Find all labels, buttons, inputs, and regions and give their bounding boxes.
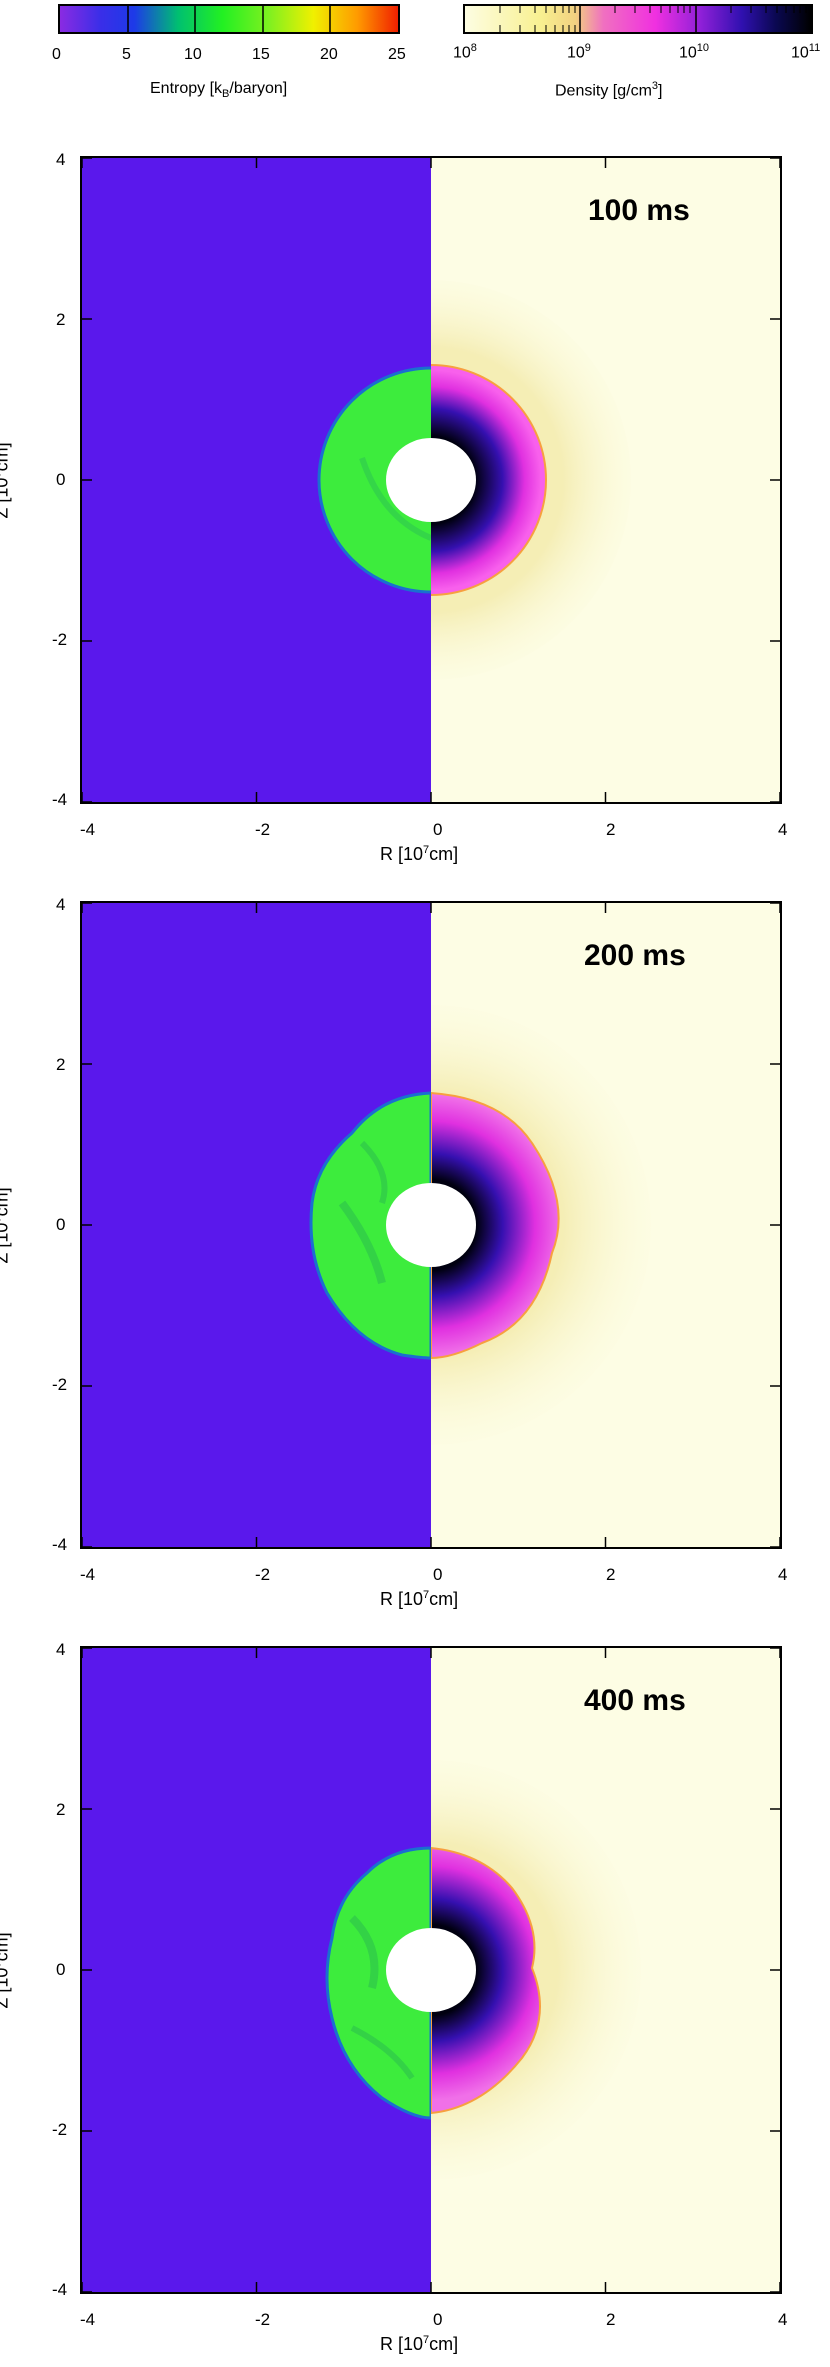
y-tick-label: 0 — [56, 1215, 66, 1234]
y-axis-title: Z [107cm] — [0, 1932, 12, 2008]
density-gradient — [463, 4, 813, 34]
x-tick-label: 4 — [778, 820, 788, 839]
plot-area — [80, 901, 782, 1549]
entropy-tick: 5 — [122, 46, 131, 63]
plot-area — [80, 1646, 782, 2294]
y-tick-label: -4 — [52, 1535, 68, 1554]
shock-structure — [317, 280, 631, 680]
density-tick: 108 — [453, 42, 477, 62]
time-label: 100 ms — [588, 194, 690, 227]
y-tick-label: -2 — [52, 1375, 68, 1394]
x-tick-label: 0 — [433, 1565, 443, 1584]
x-tick-label: 0 — [433, 820, 443, 839]
y-tick-label: 4 — [56, 895, 66, 914]
time-label: 400 ms — [584, 1684, 686, 1717]
y-tick-label: 4 — [56, 150, 66, 169]
x-tick-label: 4 — [778, 1565, 788, 1584]
entropy-colorbar-label: Entropy [kB/baryon] — [150, 80, 288, 101]
x-tick-label: -2 — [255, 2310, 271, 2329]
x-tick-label: 2 — [606, 2310, 616, 2329]
x-tick-label: -4 — [80, 820, 96, 839]
axis-ticks — [82, 1648, 780, 2292]
simulation-panel-200ms: 200 ms 4 2 0 -2 -4 -4 -2 0 2 4 R [107cm]… — [0, 895, 830, 1625]
x-tick-label: 4 — [778, 2310, 788, 2329]
density-colorbar-label: Density [g/cm3] — [555, 80, 663, 100]
density-tick: 1010 — [679, 42, 710, 62]
y-tick-label: 0 — [56, 470, 66, 489]
x-tick-label: -4 — [80, 1565, 96, 1584]
x-tick-label: -2 — [255, 820, 271, 839]
y-axis-title: Z [107cm] — [0, 442, 12, 518]
plot-area — [80, 156, 782, 804]
y-tick-label: 2 — [56, 1800, 66, 1819]
x-tick-label: -4 — [80, 2310, 96, 2329]
axis-ticks — [82, 158, 780, 802]
y-tick-label: -4 — [52, 2280, 68, 2299]
density-colorbar: 108 109 1010 1011 Density [g/cm3] — [453, 4, 830, 104]
entropy-tick: 25 — [388, 46, 406, 63]
entropy-tick: 15 — [252, 46, 270, 63]
x-axis-title: R [107cm] — [380, 2334, 459, 2354]
simulation-panel-100ms: 100 ms 4 2 0 -2 -4 -4 -2 0 2 4 R [107cm]… — [0, 150, 830, 880]
y-tick-label: -4 — [52, 790, 68, 809]
y-tick-label: 0 — [56, 1960, 66, 1979]
density-tick: 1011 — [791, 42, 821, 62]
y-tick-label: -2 — [52, 630, 68, 649]
shock-structure — [309, 1005, 651, 1445]
y-tick-label: 2 — [56, 310, 66, 329]
y-tick-label: 2 — [56, 1055, 66, 1074]
shock-structure — [325, 1760, 641, 2180]
y-axis-title: Z [107cm] — [0, 1187, 12, 1263]
entropy-gradient — [58, 4, 400, 34]
x-tick-label: 0 — [433, 2310, 443, 2329]
y-tick-label: 4 — [56, 1640, 66, 1659]
entropy-tick: 20 — [320, 46, 338, 63]
x-tick-label: -2 — [255, 1565, 271, 1584]
entropy-colorbar: 0 5 10 15 20 25 Entropy [kB/baryon] — [52, 4, 408, 104]
x-tick-label: 2 — [606, 820, 616, 839]
axis-ticks — [82, 903, 780, 1547]
entropy-tick: 10 — [184, 46, 202, 63]
time-label: 200 ms — [584, 939, 686, 972]
simulation-panel-400ms: 400 ms 4 2 0 -2 -4 -4 -2 0 2 4 R [107cm]… — [0, 1640, 830, 2367]
x-tick-label: 2 — [606, 1565, 616, 1584]
entropy-tick: 0 — [52, 46, 61, 63]
x-axis-title: R [107cm] — [380, 844, 459, 864]
y-tick-label: -2 — [52, 2120, 68, 2139]
x-axis-title: R [107cm] — [380, 1589, 459, 1609]
density-tick: 109 — [567, 42, 591, 62]
